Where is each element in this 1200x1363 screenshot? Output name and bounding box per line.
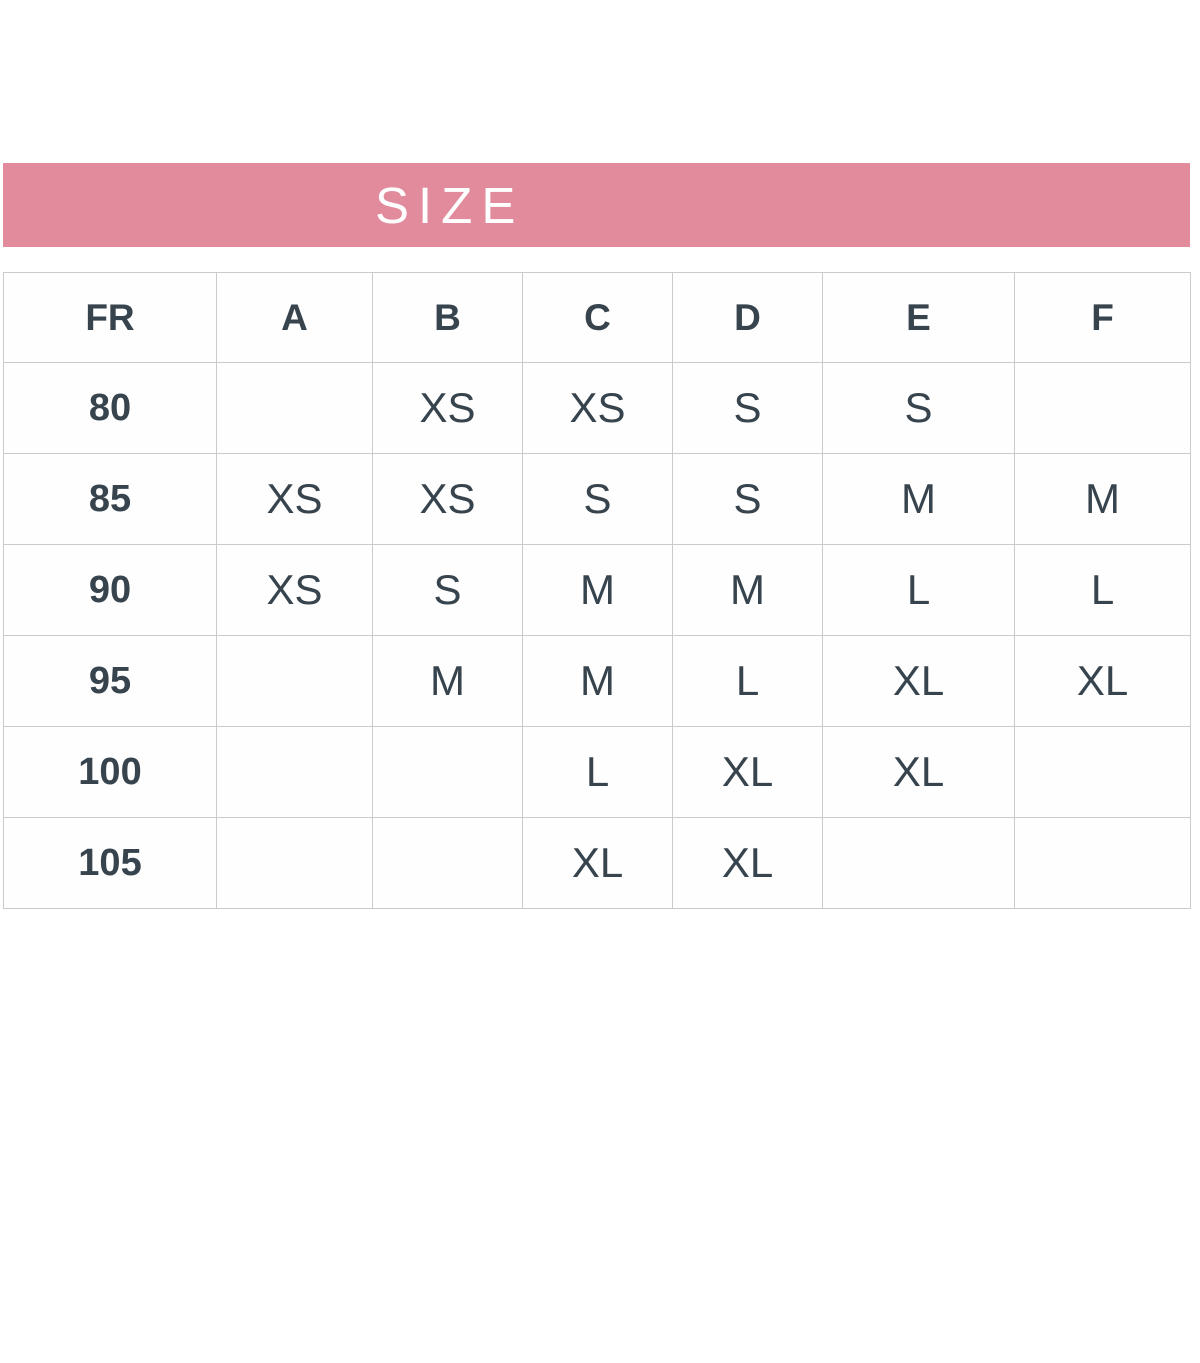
size-cell: XS bbox=[372, 453, 523, 545]
size-cell bbox=[372, 726, 523, 818]
row-label: 85 bbox=[3, 453, 217, 545]
column-header-c: C bbox=[522, 272, 673, 363]
size-cell: L bbox=[1014, 544, 1191, 636]
size-cell: XL bbox=[672, 726, 823, 818]
size-cell bbox=[822, 817, 1015, 909]
row-label: 95 bbox=[3, 635, 217, 727]
size-cell: XL bbox=[822, 635, 1015, 727]
column-header-e: E bbox=[822, 272, 1015, 363]
size-cell: M bbox=[372, 635, 523, 727]
size-cell: S bbox=[522, 453, 673, 545]
column-header-b: B bbox=[372, 272, 523, 363]
size-cell bbox=[216, 817, 373, 909]
size-chart-container: FR A B C D E F 80 XS XS S S 85 XS bbox=[3, 272, 1191, 909]
size-cell bbox=[372, 817, 523, 909]
size-cell: S bbox=[822, 362, 1015, 454]
table-row: 100 L XL XL bbox=[3, 726, 1191, 818]
size-chart-table: FR A B C D E F 80 XS XS S S 85 XS bbox=[3, 272, 1191, 909]
size-cell: XL bbox=[522, 817, 673, 909]
size-cell: XS bbox=[522, 362, 673, 454]
size-cell: L bbox=[522, 726, 673, 818]
size-cell bbox=[216, 362, 373, 454]
size-cell: M bbox=[672, 544, 823, 636]
row-label: 90 bbox=[3, 544, 217, 636]
size-cell: XL bbox=[822, 726, 1015, 818]
size-cell bbox=[1014, 817, 1191, 909]
size-cell: L bbox=[822, 544, 1015, 636]
size-banner-title: SIZE bbox=[375, 176, 525, 234]
column-header-d: D bbox=[672, 272, 823, 363]
size-cell: XS bbox=[216, 453, 373, 545]
size-cell: XL bbox=[1014, 635, 1191, 727]
table-row: 80 XS XS S S bbox=[3, 362, 1191, 454]
header-row: FR A B C D E F bbox=[3, 272, 1191, 363]
size-banner: SIZE bbox=[3, 163, 1190, 247]
column-header-a: A bbox=[216, 272, 373, 363]
size-cell: XS bbox=[216, 544, 373, 636]
size-cell: M bbox=[522, 544, 673, 636]
size-cell: M bbox=[822, 453, 1015, 545]
size-cell: XS bbox=[372, 362, 523, 454]
table-row: 85 XS XS S S M M bbox=[3, 453, 1191, 545]
table-row: 90 XS S M M L L bbox=[3, 544, 1191, 636]
size-cell bbox=[1014, 726, 1191, 818]
size-cell: S bbox=[372, 544, 523, 636]
row-label: 105 bbox=[3, 817, 217, 909]
column-header-f: F bbox=[1014, 272, 1191, 363]
size-cell: XL bbox=[672, 817, 823, 909]
size-cell: M bbox=[522, 635, 673, 727]
size-cell: S bbox=[672, 362, 823, 454]
row-label: 100 bbox=[3, 726, 217, 818]
column-header-fr: FR bbox=[3, 272, 217, 363]
table-row: 105 XL XL bbox=[3, 817, 1191, 909]
row-label: 80 bbox=[3, 362, 217, 454]
table-row: 95 M M L XL XL bbox=[3, 635, 1191, 727]
size-cell: L bbox=[672, 635, 823, 727]
size-cell bbox=[1014, 362, 1191, 454]
size-cell bbox=[216, 726, 373, 818]
size-cell: M bbox=[1014, 453, 1191, 545]
size-cell: S bbox=[672, 453, 823, 545]
size-cell bbox=[216, 635, 373, 727]
